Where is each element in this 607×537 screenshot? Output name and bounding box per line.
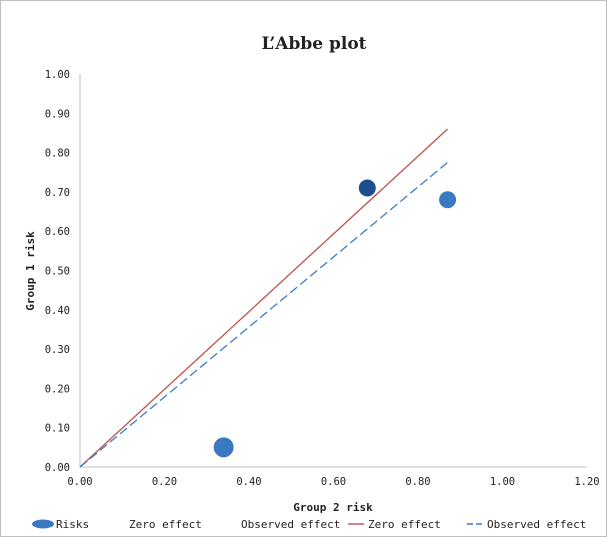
risk-point (213, 437, 234, 458)
x-tick-labels: 0.00 0.20 0.40 0.60 0.80 1.00 1.20 (67, 476, 599, 488)
y-tick-label: 0.40 (45, 305, 70, 317)
risk-point (358, 179, 376, 197)
y-tick-label: 0.10 (45, 423, 70, 435)
x-tick-label: 0.60 (321, 476, 346, 488)
legend-label: Observed effect (487, 518, 586, 531)
y-tick-labels: 0.00 0.10 0.20 0.30 0.40 0.50 0.60 0.70 0.80 0.90… (45, 69, 70, 474)
y-axis-label: Group 1 risk (24, 231, 37, 311)
x-tick-label: 1.00 (490, 476, 515, 488)
legend-item: Risks (32, 518, 89, 531)
x-tick-label: 0.20 (152, 476, 177, 488)
chart-title: L’Abbe plot (261, 34, 366, 54)
y-tick-label: 1.00 (45, 69, 70, 81)
x-tick-label: 0.00 (67, 476, 92, 488)
x-axis-label: Group 2 risk (293, 501, 373, 514)
reference-lines (79, 128, 449, 468)
legend-label: Risks (56, 518, 89, 531)
legend-item: Zero effect (129, 518, 202, 531)
y-tick-label: 0.70 (45, 187, 70, 199)
legend-label: Zero effect (129, 518, 202, 531)
legend-label: Zero effect (368, 518, 441, 531)
observed-effect-line (79, 161, 448, 468)
x-tick-label: 0.40 (236, 476, 261, 488)
x-tick-label: 0.80 (405, 476, 430, 488)
y-tick-label: 0.20 (45, 383, 70, 395)
zero-effect-line (79, 128, 449, 468)
legend-item: Observed effect (467, 518, 586, 531)
y-tick-label: 0.30 (45, 344, 70, 356)
risk-point (439, 191, 457, 209)
y-tick-label: 0.80 (45, 148, 70, 160)
legend-item: Zero effect (348, 518, 441, 531)
y-tick-label: 0.50 (45, 266, 70, 278)
legend-marker (32, 519, 54, 529)
legend-label: Observed effect (241, 518, 340, 531)
y-tick-label: 0.90 (45, 108, 70, 120)
legend-item: Observed effect (241, 518, 340, 531)
y-tick-label: 0.00 (45, 462, 70, 474)
risk-points (213, 179, 457, 458)
x-tick-label: 1.20 (574, 476, 599, 488)
legend: Risks Zero effect Observed effect Zero effe… (32, 518, 586, 531)
y-tick-label: 0.60 (45, 226, 70, 238)
